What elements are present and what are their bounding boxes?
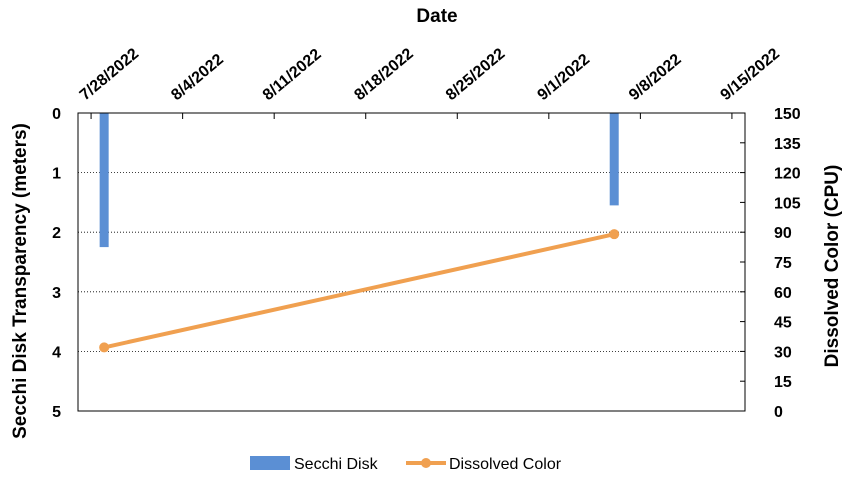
right-y-tick-label-150: 150 — [774, 106, 801, 123]
plot-area-frame — [77, 112, 746, 412]
x-tick-label-7-28-2022: 7/28/2022 — [77, 45, 143, 104]
x-axis-title: Date — [416, 6, 457, 27]
legend-label-secchi-disk: Secchi Disk — [294, 456, 379, 473]
right-y-tick-label-90: 90 — [774, 225, 792, 242]
right-y-tick-label-0: 0 — [774, 404, 783, 421]
legend: Secchi Disk Dissolved Color — [250, 456, 562, 473]
right-y-tick-label-75: 75 — [774, 255, 792, 272]
dissolved-color-line-path — [102, 232, 617, 350]
left-y-axis-title: Secchi Disk Transparency (meters) — [10, 123, 31, 439]
secchi-bar-1 — [99, 113, 109, 248]
x-axis-ticks: 7/28/2022 8/4/2022 8/11/2022 8/18/2022 8/25/… — [77, 45, 783, 119]
left-y-axis-ticks: 0 1 2 3 4 5 — [52, 106, 61, 421]
left-y-tick-label-4: 4 — [52, 344, 61, 361]
grid-lines — [78, 172, 745, 352]
left-y-tick-label-3: 3 — [52, 285, 61, 302]
left-y-tick-label-0: 0 — [52, 106, 61, 123]
dissolved-color-line — [99, 229, 620, 353]
legend-label-dissolved-color: Dissolved Color — [449, 456, 562, 473]
right-y-axis-title: Dissolved Color (CPU) — [822, 165, 843, 368]
right-y-tick-label-15: 15 — [774, 374, 792, 391]
right-y-tick-label-30: 30 — [774, 344, 792, 361]
right-y-axis-ticks: 0 15 30 45 60 75 90 105 120 135 150 — [740, 106, 801, 421]
dissolved-color-point-2 — [609, 229, 620, 240]
x-tick-label-9-8-2022: 9/8/2022 — [626, 51, 685, 104]
secchi-bars — [99, 113, 619, 248]
x-tick-label-8-25-2022: 8/25/2022 — [443, 45, 509, 104]
legend-swatch-dissolved-color-marker — [421, 458, 431, 468]
x-tick-label-8-4-2022: 8/4/2022 — [168, 51, 227, 104]
right-y-tick-label-135: 135 — [774, 136, 801, 153]
left-y-tick-label-1: 1 — [52, 166, 61, 183]
right-y-tick-label-105: 105 — [774, 195, 801, 212]
left-y-tick-label-2: 2 — [52, 225, 61, 242]
right-y-tick-label-120: 120 — [774, 166, 801, 183]
legend-swatch-secchi-disk — [250, 456, 290, 470]
x-tick-label-8-18-2022: 8/18/2022 — [351, 45, 417, 104]
x-tick-label-9-1-2022: 9/1/2022 — [534, 51, 593, 104]
secchi-bar-2 — [609, 113, 619, 206]
left-y-tick-label-5: 5 — [52, 404, 61, 421]
x-tick-label-8-11-2022: 8/11/2022 — [260, 46, 325, 104]
dissolved-color-point-1 — [99, 342, 110, 353]
right-y-tick-label-45: 45 — [774, 315, 792, 332]
x-tick-label-9-15-2022: 9/15/2022 — [718, 45, 784, 104]
right-y-tick-label-60: 60 — [774, 285, 792, 302]
